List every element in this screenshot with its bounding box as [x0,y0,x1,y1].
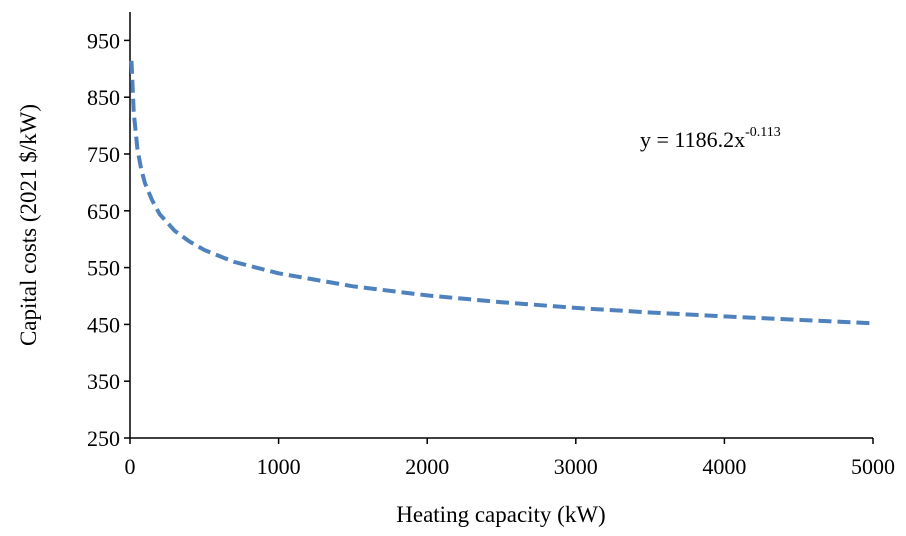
x-tick-label: 0 [125,454,136,479]
x-tick-label: 3000 [554,454,598,479]
y-axis-title: Capital costs (2021 $/kW) [16,104,41,346]
y-axis: 250 350 450 550 650 750 850 950 [87,12,131,451]
x-tick-label: 2000 [405,454,449,479]
equation-base: y = 1186.2x [640,127,745,152]
series-line [129,60,874,326]
y-tick-label: 950 [87,28,120,53]
y-tick-label: 850 [87,85,120,110]
x-ticks: 0 1000 2000 3000 4000 5000 [125,438,895,479]
x-axis-title: Heating capacity (kW) [396,502,605,527]
y-tick-label: 550 [87,256,120,281]
y-tick-label: 350 [87,369,120,394]
y-tick-label: 650 [87,199,120,224]
x-tick-label: 5000 [851,454,895,479]
x-tick-label: 4000 [702,454,746,479]
x-tick-label: 1000 [257,454,301,479]
y-ticks: 250 350 450 550 650 750 850 950 [87,28,130,451]
y-tick-label: 750 [87,142,120,167]
y-tick-label: 450 [87,312,120,337]
equation-exponent: -0.113 [745,125,781,140]
x-axis: 0 1000 2000 3000 4000 5000 [125,437,895,479]
y-tick-label: 250 [87,426,120,451]
equation-annotation: y = 1186.2x-0.113 [640,125,781,152]
